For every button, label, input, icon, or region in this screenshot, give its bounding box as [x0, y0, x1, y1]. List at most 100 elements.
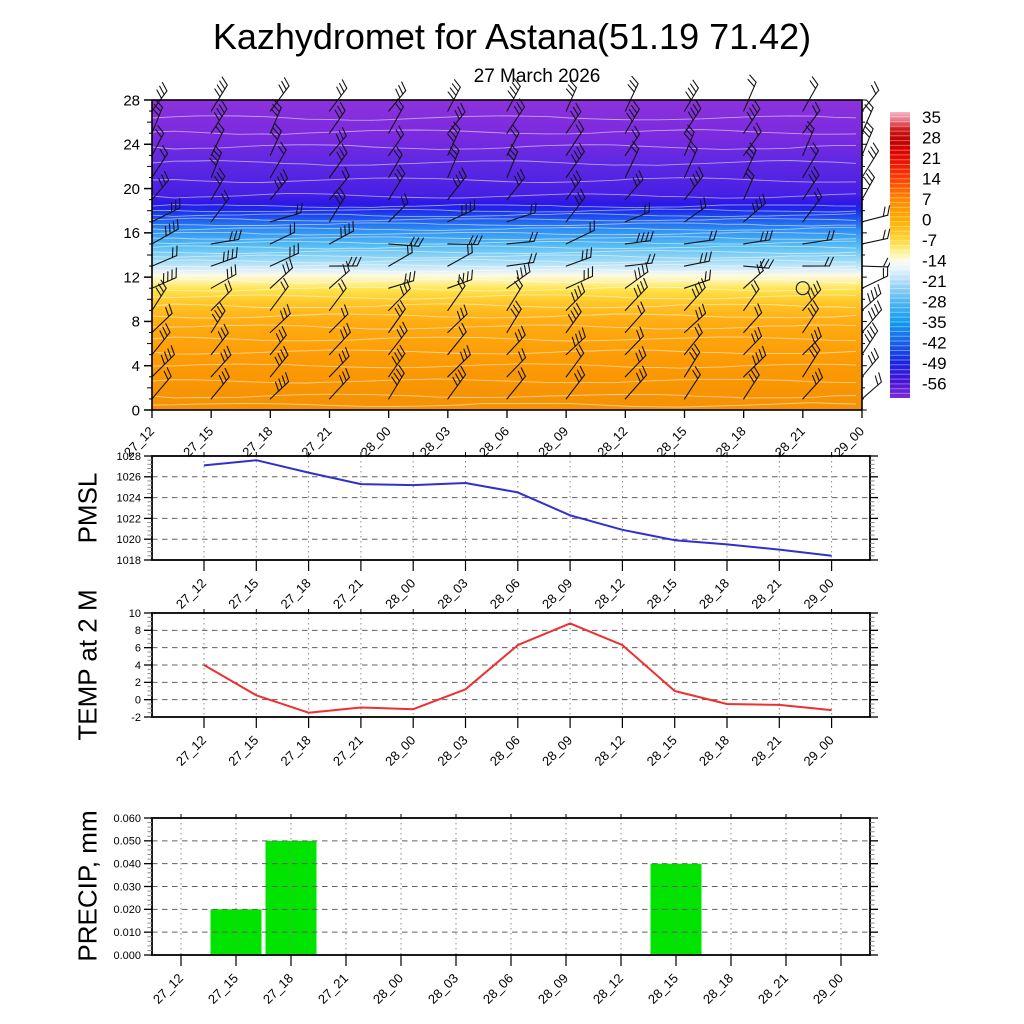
svg-text:27_21: 27_21 — [330, 576, 366, 612]
svg-text:28_18: 28_18 — [696, 733, 732, 769]
svg-text:28_06: 28_06 — [487, 576, 523, 612]
page-title: Kazhydromet for Astana(51.19 71.42) — [212, 16, 812, 57]
svg-text:0.010: 0.010 — [113, 927, 141, 939]
svg-text:29_00: 29_00 — [801, 733, 837, 769]
svg-text:27_15: 27_15 — [225, 733, 261, 769]
svg-text:0.030: 0.030 — [113, 881, 141, 893]
svg-text:1026: 1026 — [117, 472, 141, 484]
svg-text:0.000: 0.000 — [113, 950, 141, 962]
svg-text:24: 24 — [123, 137, 140, 154]
temp-panel: -2 0 2 4 6 8 10 27_12 27_15 27_18 27_21 28_00 28_03 2… — [129, 608, 878, 769]
svg-text:4: 4 — [132, 358, 140, 375]
svg-text:-49: -49 — [922, 354, 947, 373]
svg-text:35: 35 — [922, 108, 941, 127]
svg-text:10: 10 — [129, 608, 141, 620]
svg-text:0.020: 0.020 — [113, 904, 141, 916]
svg-text:28_18: 28_18 — [696, 576, 732, 612]
svg-text:28_09: 28_09 — [539, 733, 575, 769]
svg-text:-56: -56 — [922, 374, 947, 393]
svg-text:27_18: 27_18 — [278, 733, 314, 769]
svg-text:-35: -35 — [922, 313, 947, 332]
svg-text:1028: 1028 — [117, 451, 141, 463]
svg-text:28_12: 28_12 — [590, 971, 626, 1007]
svg-text:-21: -21 — [922, 272, 947, 291]
svg-text:28_09: 28_09 — [535, 971, 571, 1007]
svg-text:28_12: 28_12 — [594, 424, 630, 460]
svg-text:28_09: 28_09 — [535, 424, 571, 460]
svg-text:8: 8 — [132, 314, 140, 331]
svg-text:0.060: 0.060 — [113, 813, 141, 825]
svg-text:28_09: 28_09 — [539, 576, 575, 612]
svg-text:-14: -14 — [922, 251, 947, 270]
svg-text:14: 14 — [922, 169, 941, 188]
svg-text:28_00: 28_00 — [382, 733, 418, 769]
svg-text:27_12: 27_12 — [173, 576, 209, 612]
svg-text:8: 8 — [135, 625, 141, 637]
svg-text:12: 12 — [123, 269, 140, 286]
svg-text:-42: -42 — [922, 333, 947, 352]
svg-text:27_15: 27_15 — [225, 576, 261, 612]
svg-text:21: 21 — [922, 149, 941, 168]
svg-text:28: 28 — [922, 128, 941, 147]
svg-text:28_15: 28_15 — [653, 424, 689, 460]
svg-text:-7: -7 — [922, 231, 937, 250]
svg-text:0: 0 — [135, 695, 141, 707]
svg-text:28_00: 28_00 — [370, 971, 406, 1007]
svg-text:27_15: 27_15 — [180, 424, 216, 460]
page-subtitle: 27 March 2026 — [473, 66, 601, 87]
svg-text:27_21: 27_21 — [315, 971, 351, 1007]
svg-text:27_21: 27_21 — [330, 733, 366, 769]
svg-text:27_18: 27_18 — [260, 971, 296, 1007]
svg-text:28_21: 28_21 — [748, 576, 784, 612]
svg-text:28_18: 28_18 — [713, 424, 749, 460]
svg-text:28_00: 28_00 — [358, 424, 394, 460]
svg-text:0.050: 0.050 — [113, 836, 141, 848]
svg-text:27_18: 27_18 — [239, 424, 275, 460]
svg-text:27_12: 27_12 — [150, 971, 186, 1007]
svg-text:28_15: 28_15 — [644, 733, 680, 769]
svg-text:29_00: 29_00 — [831, 424, 867, 460]
svg-text:28_03: 28_03 — [425, 971, 461, 1007]
svg-text:0.040: 0.040 — [113, 859, 141, 871]
svg-text:-2: -2 — [131, 712, 141, 724]
svg-text:6: 6 — [135, 643, 141, 655]
svg-text:28_12: 28_12 — [591, 733, 627, 769]
svg-text:4: 4 — [135, 660, 141, 672]
svg-text:28_15: 28_15 — [645, 971, 681, 1007]
svg-text:28_21: 28_21 — [772, 424, 808, 460]
svg-text:7: 7 — [922, 190, 931, 209]
svg-text:1024: 1024 — [117, 492, 141, 504]
svg-text:28_03: 28_03 — [434, 576, 470, 612]
svg-text:1022: 1022 — [117, 513, 141, 525]
pmsl-panel: 1018 1020 1022 1024 1026 1028 27_12 27_15 27_18 2… — [117, 451, 878, 612]
svg-text:1020: 1020 — [117, 534, 141, 546]
svg-text:28_21: 28_21 — [748, 733, 784, 769]
svg-text:27_12: 27_12 — [173, 733, 209, 769]
svg-text:28_00: 28_00 — [382, 576, 418, 612]
svg-text:28_12: 28_12 — [591, 576, 627, 612]
svg-text:28_21: 28_21 — [755, 971, 791, 1007]
svg-text:28: 28 — [123, 92, 140, 109]
svg-text:27_21: 27_21 — [298, 424, 334, 460]
svg-text:28_15: 28_15 — [644, 576, 680, 612]
svg-text:29_00: 29_00 — [801, 576, 837, 612]
calm-wind-circle — [795, 281, 810, 296]
svg-text:2: 2 — [135, 677, 141, 689]
svg-text:27_15: 27_15 — [205, 971, 241, 1007]
svg-text:27_18: 27_18 — [278, 576, 314, 612]
svg-text:28_06: 28_06 — [480, 971, 516, 1007]
svg-text:16: 16 — [123, 225, 140, 242]
svg-text:28_18: 28_18 — [700, 971, 736, 1007]
svg-text:0: 0 — [132, 402, 140, 419]
svg-text:0: 0 — [922, 210, 931, 229]
svg-text:28_06: 28_06 — [487, 733, 523, 769]
svg-text:29_00: 29_00 — [810, 971, 846, 1007]
svg-text:-28: -28 — [922, 292, 947, 311]
svg-text:1018: 1018 — [117, 555, 141, 567]
svg-text:20: 20 — [123, 181, 140, 198]
svg-text:28_06: 28_06 — [476, 424, 512, 460]
